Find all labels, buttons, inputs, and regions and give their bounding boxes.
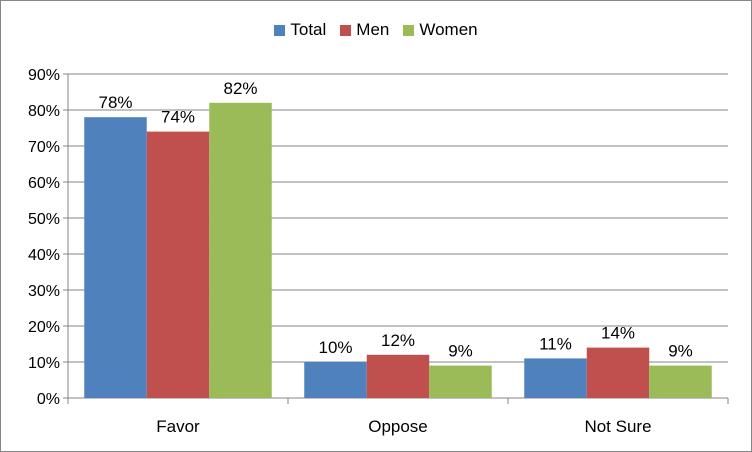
legend-item-women: Women bbox=[403, 20, 478, 40]
data-label: 12% bbox=[381, 331, 415, 350]
bar-favor-total bbox=[84, 117, 147, 398]
legend-label-women: Women bbox=[419, 20, 478, 39]
data-label: 74% bbox=[161, 108, 195, 127]
data-label: 11% bbox=[539, 334, 572, 353]
bar-not-sure-men bbox=[586, 347, 650, 398]
bar-not-sure-women bbox=[649, 365, 712, 398]
x-category-label: Not Sure bbox=[584, 417, 651, 436]
data-label: 14% bbox=[601, 324, 635, 343]
legend-swatch-women bbox=[403, 24, 415, 36]
bar-favor-men bbox=[146, 131, 210, 398]
y-tick-label: 20% bbox=[28, 319, 60, 336]
data-label: 9% bbox=[448, 342, 473, 361]
x-category-label: Favor bbox=[156, 417, 200, 436]
legend-item-men: Men bbox=[340, 20, 389, 40]
data-label: 10% bbox=[318, 338, 352, 357]
bar-not-sure-total bbox=[524, 358, 587, 398]
x-category-label: Oppose bbox=[368, 417, 428, 436]
data-label: 9% bbox=[668, 342, 693, 361]
legend-swatch-men bbox=[340, 24, 352, 36]
legend-label-total: Total bbox=[290, 20, 327, 39]
data-label: 82% bbox=[223, 79, 257, 98]
y-tick-label: 10% bbox=[28, 355, 60, 372]
legend-label-men: Men bbox=[356, 20, 390, 39]
y-tick-label: 0% bbox=[37, 391, 60, 408]
y-tick-label: 50% bbox=[28, 211, 60, 228]
y-tick-label: 70% bbox=[28, 139, 60, 156]
data-label: 78% bbox=[98, 93, 132, 112]
y-tick-label: 30% bbox=[28, 283, 60, 300]
chart-legend: Total Men Women bbox=[0, 20, 752, 40]
bar-oppose-women bbox=[429, 365, 492, 398]
bar-favor-women bbox=[209, 102, 272, 399]
y-tick-label: 80% bbox=[28, 103, 60, 120]
bar-oppose-men bbox=[366, 354, 430, 398]
bar-oppose-total bbox=[304, 362, 367, 398]
legend-item-total: Total bbox=[274, 20, 326, 40]
y-tick-label: 40% bbox=[28, 247, 60, 264]
y-tick-label: 90% bbox=[28, 67, 60, 84]
y-tick-label: 60% bbox=[28, 175, 60, 192]
legend-swatch-total bbox=[274, 24, 286, 36]
